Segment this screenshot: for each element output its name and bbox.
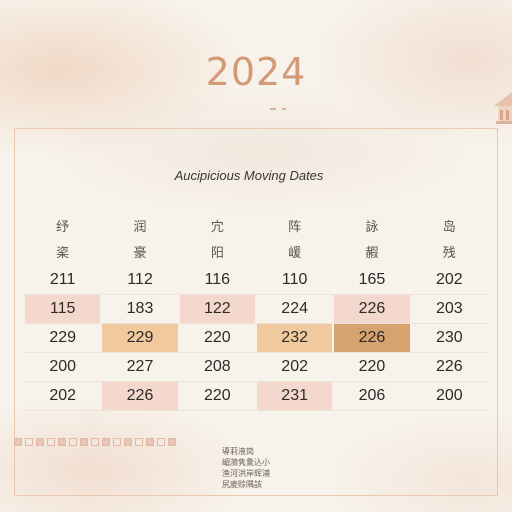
date-cell[interactable]: 202 (435, 271, 463, 288)
date-cell[interactable]: 220 (358, 358, 386, 375)
date-cell[interactable]: 200 (49, 358, 77, 375)
date-cell[interactable]: 200 (435, 387, 463, 404)
date-cell[interactable]: 227 (126, 358, 154, 375)
date-cell[interactable]: 229 (49, 329, 77, 346)
table-row: 229 229 220 232 226 230 (24, 324, 488, 353)
date-cell-highlighted[interactable]: 226 (102, 382, 178, 410)
date-cell-highlighted[interactable]: 115 (25, 295, 101, 323)
table-row: 200 227 208 202 220 226 (24, 353, 488, 382)
date-cell[interactable]: 202 (49, 387, 77, 404)
date-cell[interactable]: 230 (435, 329, 463, 346)
column-header: 纾 (56, 220, 70, 235)
date-cell[interactable]: 220 (203, 387, 231, 404)
column-header: 岛 (442, 220, 456, 235)
column-header: 润 (133, 220, 147, 235)
dates-grid: 211 112 116 110 165 202 115 183 122 224 226 203 229 2… (24, 266, 488, 411)
date-cell-highlighted[interactable]: 226 (334, 295, 410, 323)
date-cell[interactable]: 220 (203, 329, 231, 346)
column-subheader: 残 (442, 246, 456, 261)
column-header-row-2: 秶 豪 阳 嵈 赮 残 (24, 242, 488, 261)
date-cell-highlighted[interactable]: 232 (256, 324, 333, 352)
column-header-row-1: 纾 润 宂 阵 詠 岛 (24, 216, 488, 235)
column-subheader: 豪 (133, 246, 147, 261)
calendar-title: Aucipicious Moving Dates (174, 168, 324, 183)
date-cell[interactable]: 211 (49, 271, 76, 288)
date-cell[interactable]: 183 (126, 300, 154, 317)
pavilion-icon (494, 92, 512, 124)
date-cell[interactable]: 203 (435, 300, 463, 317)
year-heading: 2024 (205, 50, 307, 94)
date-cell[interactable]: 202 (281, 358, 308, 375)
note-line: 嵋漪隽洜込小 (222, 458, 270, 467)
date-cell[interactable]: 208 (203, 358, 231, 375)
footnote-marks (14, 438, 176, 446)
note-line: 導莉液岗 (222, 447, 254, 456)
date-cell-highlighted[interactable]: 226 (334, 324, 410, 352)
column-header: 詠 (365, 220, 379, 235)
date-cell-highlighted[interactable]: 122 (179, 295, 255, 323)
date-cell-highlighted[interactable]: 231 (256, 382, 333, 410)
date-cell-highlighted[interactable]: 229 (102, 324, 178, 352)
date-cell[interactable]: 165 (358, 271, 386, 288)
column-subheader: 阳 (210, 246, 224, 261)
table-row: 202 226 220 231 206 200 (24, 382, 488, 411)
column-subheader: 秶 (56, 246, 70, 261)
date-cell[interactable]: 224 (281, 300, 308, 317)
date-cell[interactable]: 226 (435, 358, 463, 375)
table-row: 115 183 122 224 226 203 (24, 295, 488, 324)
calendar-frame (14, 128, 498, 496)
note-line: 尻庱赊隅該 (222, 480, 262, 489)
date-cell[interactable]: 116 (204, 271, 231, 288)
column-subheader: 嵈 (288, 246, 302, 261)
notes-block: 導莉液岗 嵋漪隽洜込小 渔河洪岸辉浦 尻庱赊隅該 (222, 446, 302, 490)
table-row: 211 112 116 110 165 202 (24, 266, 488, 295)
date-cell[interactable]: 112 (127, 271, 153, 288)
year-underline-marks (270, 97, 310, 110)
column-subheader: 赮 (365, 246, 379, 261)
column-header: 阵 (288, 220, 302, 235)
note-line: 渔河洪岸辉浦 (222, 469, 270, 478)
date-cell[interactable]: 110 (281, 271, 308, 288)
date-cell[interactable]: 206 (358, 387, 386, 404)
column-header: 宂 (210, 220, 224, 235)
